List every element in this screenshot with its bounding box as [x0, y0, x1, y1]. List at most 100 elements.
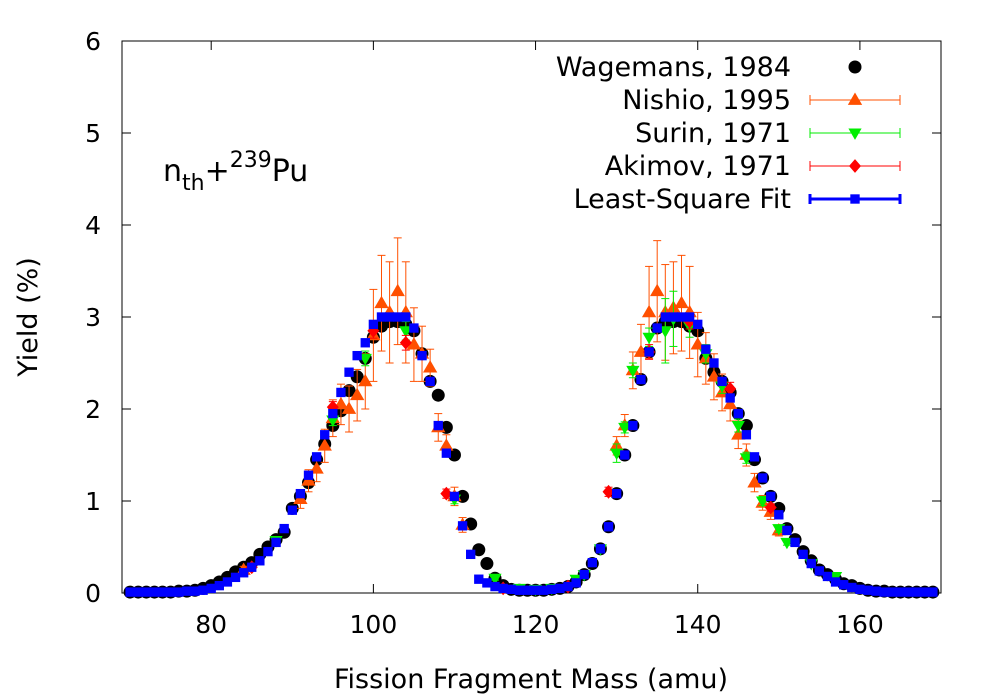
data-point: [125, 587, 135, 597]
data-point: [618, 422, 632, 435]
data-point: [814, 566, 825, 576]
data-point: [725, 393, 735, 403]
data-point: [447, 448, 461, 462]
annotation-base: n: [163, 154, 182, 189]
data-point: [920, 587, 930, 597]
data-point: [782, 525, 792, 536]
data-point: [214, 580, 224, 591]
data-point: [393, 312, 403, 322]
data-point: [341, 401, 357, 414]
series-2: [269, 290, 843, 597]
data-point: [165, 587, 176, 597]
data-point: [514, 585, 525, 595]
data-point: [855, 584, 865, 594]
data-point: [739, 453, 753, 465]
legend-marker: [848, 60, 862, 74]
data-point: [610, 448, 624, 461]
data-point: [530, 585, 541, 595]
data-point: [157, 587, 168, 597]
data-point: [358, 353, 372, 366]
data-point: [263, 546, 273, 557]
data-point: [830, 577, 841, 587]
data-point: [603, 522, 614, 532]
y-tick-label: 0: [85, 579, 101, 608]
x-tick-label: 100: [350, 610, 398, 639]
data-point: [320, 430, 330, 440]
data-point: [425, 376, 435, 387]
data-point: [358, 373, 373, 387]
data-point: [764, 500, 777, 515]
data-point: [731, 421, 745, 433]
data-point: [399, 326, 413, 338]
data-point: [724, 381, 737, 396]
legend-label: Least-Square Fit: [574, 184, 791, 215]
data-point: [660, 312, 670, 322]
data-point: [595, 544, 606, 554]
data-point: [928, 587, 938, 597]
data-point: [440, 486, 453, 501]
data-point: [222, 577, 233, 587]
data-point: [303, 470, 314, 480]
data-point: [472, 543, 486, 557]
data-point: [863, 585, 873, 595]
data-point: [895, 587, 906, 597]
data-point: [658, 326, 672, 338]
annotation-superscript: 239: [230, 148, 272, 173]
data-point: [255, 556, 265, 566]
data-point: [406, 337, 422, 350]
data-point: [182, 586, 192, 596]
data-point: [723, 396, 738, 410]
data-point: [652, 323, 662, 333]
data-point: [376, 312, 387, 322]
data-point: [733, 408, 743, 419]
data-point: [506, 584, 516, 594]
data-point: [620, 450, 630, 460]
data-point: [482, 578, 492, 588]
data-point: [636, 374, 646, 385]
data-point: [287, 505, 297, 515]
data-point: [717, 376, 727, 387]
data-point: [441, 448, 452, 458]
data-point: [642, 332, 656, 345]
data-point: [149, 587, 160, 597]
legend-label: Nishio, 1995: [622, 85, 791, 116]
data-point: [684, 312, 695, 322]
data-point: [790, 537, 800, 548]
data-point: [352, 350, 362, 361]
data-point: [650, 283, 665, 297]
annotation-element: Pu: [272, 154, 309, 189]
data-point: [474, 574, 484, 584]
data-point: [547, 584, 557, 594]
data-point: [133, 587, 143, 597]
data-point: [350, 387, 365, 401]
data-point: [439, 438, 454, 451]
annotation-plus: +: [205, 154, 230, 189]
legend-marker: [847, 92, 863, 105]
data-point: [806, 558, 816, 569]
legend-marker: [848, 128, 862, 140]
x-tick-label: 80: [195, 610, 227, 639]
data-point: [317, 438, 332, 451]
y-tick-label: 3: [85, 303, 101, 332]
data-point: [417, 350, 427, 361]
y-tick-label: 4: [85, 211, 101, 240]
data-point: [668, 312, 679, 322]
data-point: [311, 452, 322, 462]
reaction-annotation: nth+239Pu: [163, 148, 308, 196]
plot-frame: [121, 40, 942, 594]
data-point: [271, 537, 281, 548]
data-point: [422, 360, 438, 373]
data-point: [579, 569, 589, 580]
data-point: [757, 473, 768, 483]
y-tick-label: 6: [85, 27, 101, 56]
x-tick-label: 140: [674, 610, 722, 639]
data-point: [238, 568, 249, 578]
data-point: [328, 408, 338, 419]
data-point: [563, 581, 573, 592]
data-point: [756, 496, 770, 508]
data-point: [190, 586, 200, 596]
y-tick-label: 5: [85, 119, 101, 148]
data-point: [772, 524, 786, 536]
